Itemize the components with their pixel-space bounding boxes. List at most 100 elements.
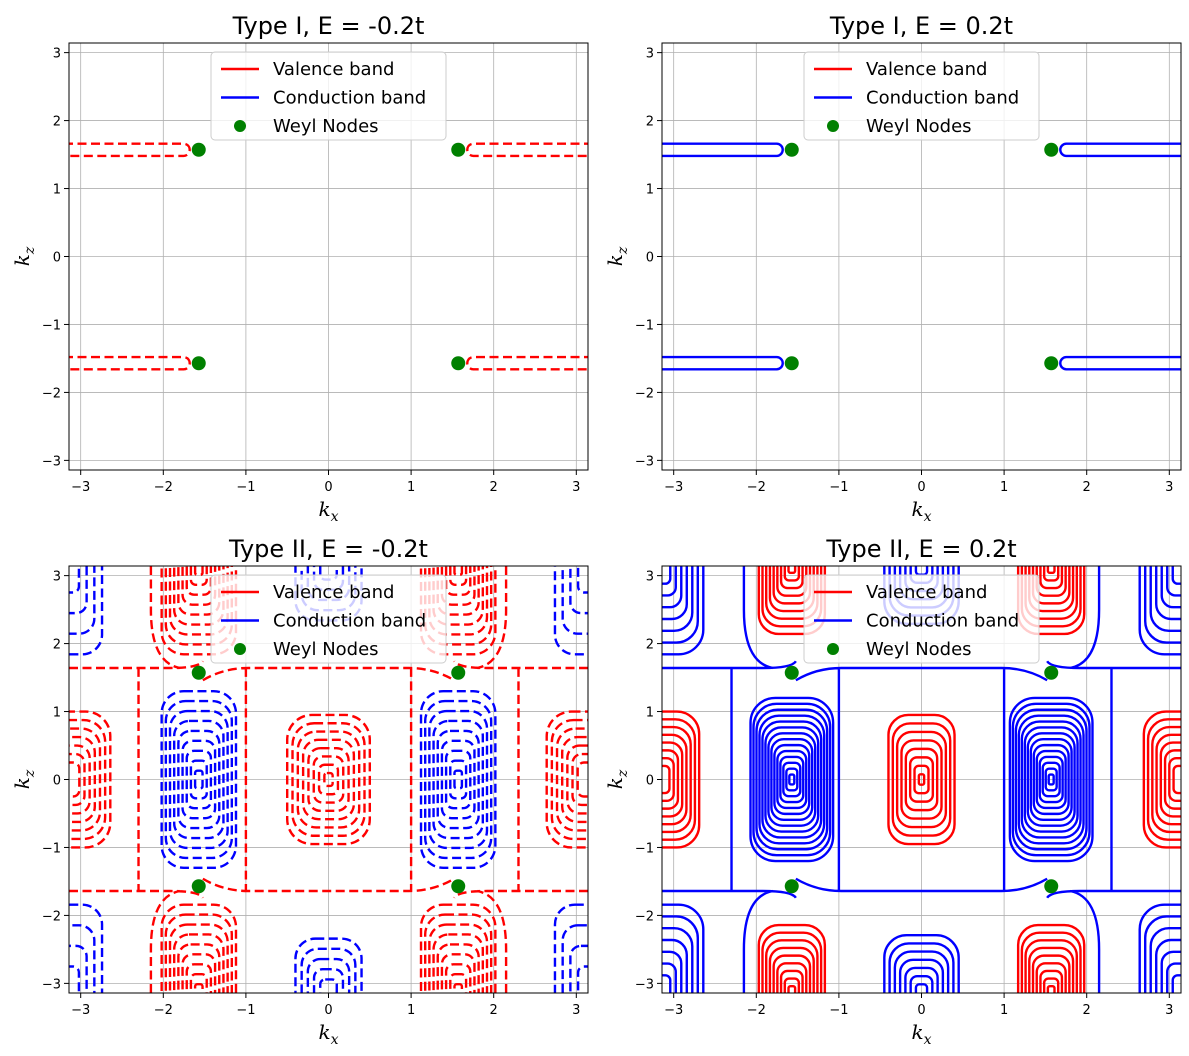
conduction-band-contour xyxy=(767,732,817,827)
conduction-band-contour xyxy=(785,767,799,792)
legend-label: Valence band xyxy=(866,582,987,603)
y-tick-label: −1 xyxy=(635,318,654,333)
valence-band-contour xyxy=(307,746,350,813)
contours xyxy=(69,142,588,371)
valence-band-contour xyxy=(772,954,812,993)
weyl-node-marker xyxy=(191,879,206,894)
y-tick-label: 3 xyxy=(646,47,654,62)
legend-box xyxy=(803,51,1040,141)
valence-band-contour xyxy=(768,566,815,613)
y-tick-label: −1 xyxy=(42,318,61,333)
conduction-band-contour xyxy=(1047,773,1055,786)
conduction-band-contour xyxy=(914,983,929,993)
legend-box xyxy=(210,574,447,664)
conduction-band-contour xyxy=(453,769,464,790)
valence-band-contour xyxy=(323,771,334,788)
conduction-band-contour xyxy=(1020,720,1082,839)
panel-title: Type II, E = -0.2t xyxy=(228,535,428,563)
legend-box xyxy=(803,574,1040,664)
valence-band-contour xyxy=(908,756,935,803)
valence-band-contour xyxy=(1016,566,1086,636)
legend-label: Conduction band xyxy=(273,88,426,109)
y-tick-label: 1 xyxy=(646,706,654,721)
conduction-band-contour xyxy=(160,689,238,870)
valence-band-contour xyxy=(1172,764,1181,795)
valence-band-contour xyxy=(1016,923,1086,993)
conduction-band-contour xyxy=(164,699,234,860)
valence-band-contour xyxy=(291,722,366,837)
valence-band-contour xyxy=(917,773,926,786)
valence-band-contour xyxy=(662,749,680,810)
valence-band-contour xyxy=(296,730,361,829)
conduction-band-contour xyxy=(1017,714,1085,845)
valence-band-contour xyxy=(317,763,340,796)
legend-label: Conduction band xyxy=(866,611,1019,632)
conduction-band-contour xyxy=(1023,726,1079,833)
weyl-node-marker xyxy=(451,879,466,894)
y-tick-label: −2 xyxy=(635,909,654,924)
valence-band-contour xyxy=(301,738,356,821)
conduction-band-contour xyxy=(177,729,221,830)
valence-band-contour xyxy=(164,566,233,646)
valence-band-contour xyxy=(662,718,697,841)
legend-nodes-swatch xyxy=(827,643,839,655)
conduction-band-contour xyxy=(423,699,493,860)
valence-band-contour xyxy=(1024,566,1078,620)
x-tick-label: 0 xyxy=(324,480,332,495)
legend-nodes-swatch xyxy=(234,643,246,655)
conduction-band-contour xyxy=(1044,767,1058,792)
y-tick-label: 2 xyxy=(646,115,654,130)
valence-band-contour xyxy=(1020,566,1082,628)
y-tick-label: −3 xyxy=(635,977,654,992)
valence-band-contour xyxy=(69,727,102,832)
legend-label: Conduction band xyxy=(866,88,1019,109)
conduction-band-contour xyxy=(782,761,802,798)
valence-band-contour xyxy=(895,730,948,829)
valence-band-contour xyxy=(444,963,472,993)
valence-band-contour xyxy=(550,718,588,841)
conduction-band-contour xyxy=(168,709,229,850)
weyl-node-marker xyxy=(1044,665,1059,680)
x-tick-label: −1 xyxy=(829,1003,848,1018)
legend-label: Weyl Nodes xyxy=(866,639,972,660)
conduction-band-contour xyxy=(189,759,208,800)
y-tick-label: −3 xyxy=(635,454,654,469)
valence-band-contour xyxy=(424,566,493,646)
y-tick-label: 3 xyxy=(53,47,61,62)
valence-band-contour xyxy=(783,566,801,582)
weyl-node-marker xyxy=(451,356,466,371)
y-tick-label: −2 xyxy=(42,386,61,401)
legend-label: Weyl Nodes xyxy=(866,116,972,137)
legend-box xyxy=(210,51,447,141)
legend-label: Weyl Nodes xyxy=(273,639,379,660)
conduction-band-contour xyxy=(888,942,955,993)
conduction-band-contour xyxy=(312,968,345,993)
conduction-band-contour xyxy=(440,739,476,820)
legend: Valence band Conduction band Weyl Nodes xyxy=(210,574,447,664)
x-tick-label: −3 xyxy=(664,1003,683,1018)
x-tick-label: 1 xyxy=(407,1003,415,1018)
weyl-node-marker xyxy=(191,665,206,680)
legend: Valence band Conduction band Weyl Nodes xyxy=(803,51,1040,141)
y-tick-label: 1 xyxy=(53,706,61,721)
y-axis-label: kz xyxy=(10,769,38,789)
weyl-node-marker xyxy=(1044,142,1059,157)
conduction-band-contour xyxy=(755,708,829,851)
x-tick-label: −1 xyxy=(829,480,848,495)
conduction-band-contour xyxy=(432,719,485,840)
conduction-band-contour xyxy=(185,749,213,810)
legend-label: Valence band xyxy=(273,582,394,603)
valence-band-contour xyxy=(172,566,225,626)
y-tick-label: 1 xyxy=(646,183,654,198)
conduction-band-contour xyxy=(419,689,497,870)
conduction-band-contour xyxy=(788,773,796,786)
valence-band-contour xyxy=(757,566,827,636)
legend-label: Valence band xyxy=(273,59,394,80)
valence-band-contour xyxy=(466,355,588,371)
valence-band-contour xyxy=(913,764,930,795)
conduction-band-contour xyxy=(1026,732,1076,827)
y-tick-label: 0 xyxy=(646,774,654,789)
conduction-band-contour xyxy=(773,743,811,816)
conduction-band-contour xyxy=(770,738,814,821)
